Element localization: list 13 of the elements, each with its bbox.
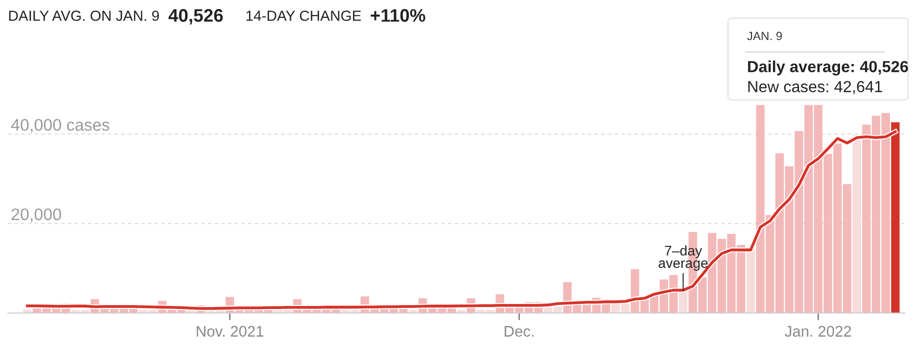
x-tick-label: Nov. 2021 bbox=[196, 326, 264, 337]
text: Daily average: 40,526 bbox=[748, 60, 908, 76]
annotation: 7–day average bbox=[658, 245, 708, 271]
text: 40,526 bbox=[168, 9, 223, 24]
text: DAILY AVG. ON JAN. 9 bbox=[9, 10, 159, 21]
text: +110% bbox=[370, 9, 426, 22]
text: JAN. 9 bbox=[747, 32, 782, 40]
y-tick-label: 20,000 bbox=[12, 208, 62, 222]
x-tick-label: Dec. bbox=[504, 326, 534, 337]
text: 14-DAY CHANGE bbox=[246, 10, 361, 21]
x-tick-label: Jan. 2022 bbox=[784, 326, 851, 337]
text: New cases: 42,641 bbox=[748, 80, 882, 94]
y-tick-label: 40,000 cases bbox=[11, 118, 110, 133]
